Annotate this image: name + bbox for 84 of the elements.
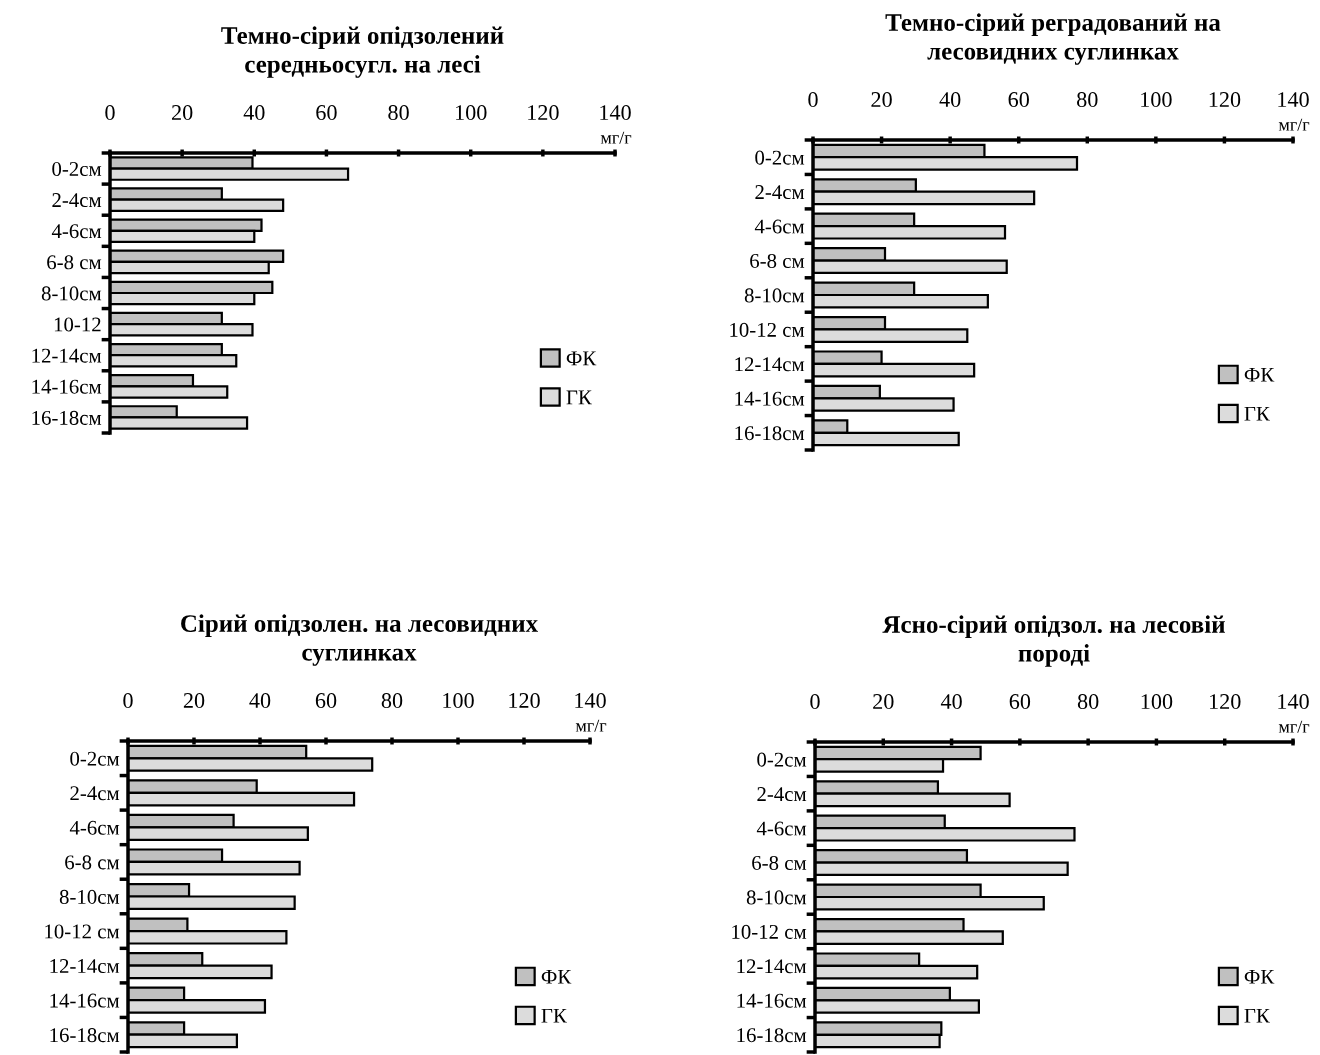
x-tick-label: 120 [509, 693, 540, 709]
x-tick-label: 80 [381, 693, 403, 709]
chart-title: Ясно-сірий опідзол. на лесовій породі [882, 615, 1225, 667]
x-tick-label: 120 [1210, 694, 1241, 710]
x-tick-label: 120 [1209, 92, 1241, 108]
x-tick-label: 100 [456, 105, 487, 121]
legend-label: ГК [1244, 1008, 1270, 1023]
y-tick-label: 12-14см [32, 348, 102, 363]
legend-label: ГК [541, 1008, 567, 1023]
legend-label: ФК [1244, 367, 1275, 382]
y-tick-label: 8-10см [59, 889, 120, 904]
x-tick-label: 60 [316, 105, 337, 121]
y-tick-label: 6-8 см [65, 855, 120, 870]
x-axis-title: мг/г [575, 719, 607, 732]
x-tick-label: 0 [808, 92, 818, 108]
y-tick-label: 10-12 см [732, 924, 807, 939]
y-tick-label: 14-16см [735, 391, 805, 406]
x-tick-label: 20 [172, 105, 193, 121]
y-tick-label: 2-4см [755, 185, 805, 200]
y-tick-label: 4-6см [69, 820, 120, 835]
legend-label: ФК [566, 351, 597, 366]
y-tick-label: 12-14см [737, 959, 807, 974]
x-tick-label: 40 [243, 105, 265, 121]
y-tick-label: 4-6см [51, 224, 102, 239]
y-tick-label: 2-4см [757, 787, 807, 802]
chart-title: Сірий опідзолен. на лесовидних суглинках [181, 614, 538, 666]
y-tick-label: 14-16см [50, 993, 120, 1008]
y-tick-label: 10-12 [54, 317, 101, 332]
y-tick-label: 0-2см [70, 751, 120, 766]
y-tick-label: 8-10см [41, 286, 102, 301]
x-tick-label: 80 [1077, 694, 1099, 710]
y-tick-label: 12-14см [735, 357, 805, 372]
x-tick-label: 100 [443, 693, 474, 709]
x-tick-label: 100 [1141, 694, 1173, 710]
x-tick-label: 20 [183, 693, 205, 709]
y-tick-label: 16-18см [32, 410, 102, 425]
legend-label: ГК [1244, 406, 1270, 421]
x-tick-label: 20 [873, 694, 894, 710]
x-tick-label: 60 [315, 693, 337, 709]
x-tick-label: 140 [1278, 92, 1309, 108]
y-tick-label: 2-4см [52, 193, 102, 208]
x-tick-label: 40 [249, 693, 271, 709]
x-tick-label: 0 [105, 105, 115, 121]
y-tick-label: 10-12 см [730, 322, 805, 337]
x-tick-label: 80 [1077, 92, 1098, 108]
x-axis-title: мг/г [1278, 118, 1310, 131]
y-tick-label: 0-2см [755, 150, 805, 165]
x-tick-label: 0 [123, 693, 133, 709]
x-tick-label: 80 [388, 105, 409, 121]
x-tick-label: 20 [871, 92, 892, 108]
y-tick-label: 8-10см [744, 288, 805, 303]
x-tick-label: 140 [600, 105, 631, 121]
x-tick-label: 40 [939, 92, 961, 108]
x-tick-label: 140 [1278, 694, 1309, 710]
y-tick-label: 16-18см [737, 1028, 807, 1043]
x-tick-label: 60 [1008, 92, 1029, 108]
x-axis-title: мг/г [1278, 720, 1310, 733]
x-tick-label: 60 [1009, 694, 1031, 710]
chart-title: Темно-сірий опідзолений середньосугл. на лесі [221, 26, 504, 78]
y-tick-label: 4-6см [756, 821, 807, 836]
legend-label: ГК [566, 390, 592, 405]
y-tick-label: 6-8 см [750, 253, 805, 268]
y-tick-label: 14-16см [32, 379, 102, 394]
x-tick-label: 100 [1141, 92, 1172, 108]
legend-label: ФК [1244, 969, 1275, 984]
x-tick-label: 40 [940, 694, 962, 710]
x-tick-label: 140 [575, 693, 606, 709]
y-tick-label: 2-4см [70, 786, 120, 801]
x-tick-label: 120 [528, 105, 559, 121]
y-tick-label: 14-16см [737, 993, 807, 1008]
y-tick-label: 0-2см [52, 161, 102, 176]
chart-title: Темно-сірий реградований на лесовидних суглинках [885, 13, 1221, 65]
y-tick-label: 12-14см [50, 959, 120, 974]
y-tick-label: 4-6см [754, 219, 805, 234]
y-tick-label: 0-2см [757, 752, 807, 767]
y-tick-label: 16-18см [50, 1028, 120, 1043]
y-tick-label: 8-10см [746, 890, 807, 905]
legend-label: ФК [541, 969, 572, 984]
x-tick-label: 0 [810, 694, 820, 710]
x-axis-title: мг/г [600, 131, 632, 144]
y-tick-label: 6-8 см [47, 255, 102, 270]
y-tick-label: 10-12 см [45, 924, 120, 939]
y-tick-label: 6-8 см [752, 855, 807, 870]
y-tick-label: 16-18см [735, 426, 805, 441]
